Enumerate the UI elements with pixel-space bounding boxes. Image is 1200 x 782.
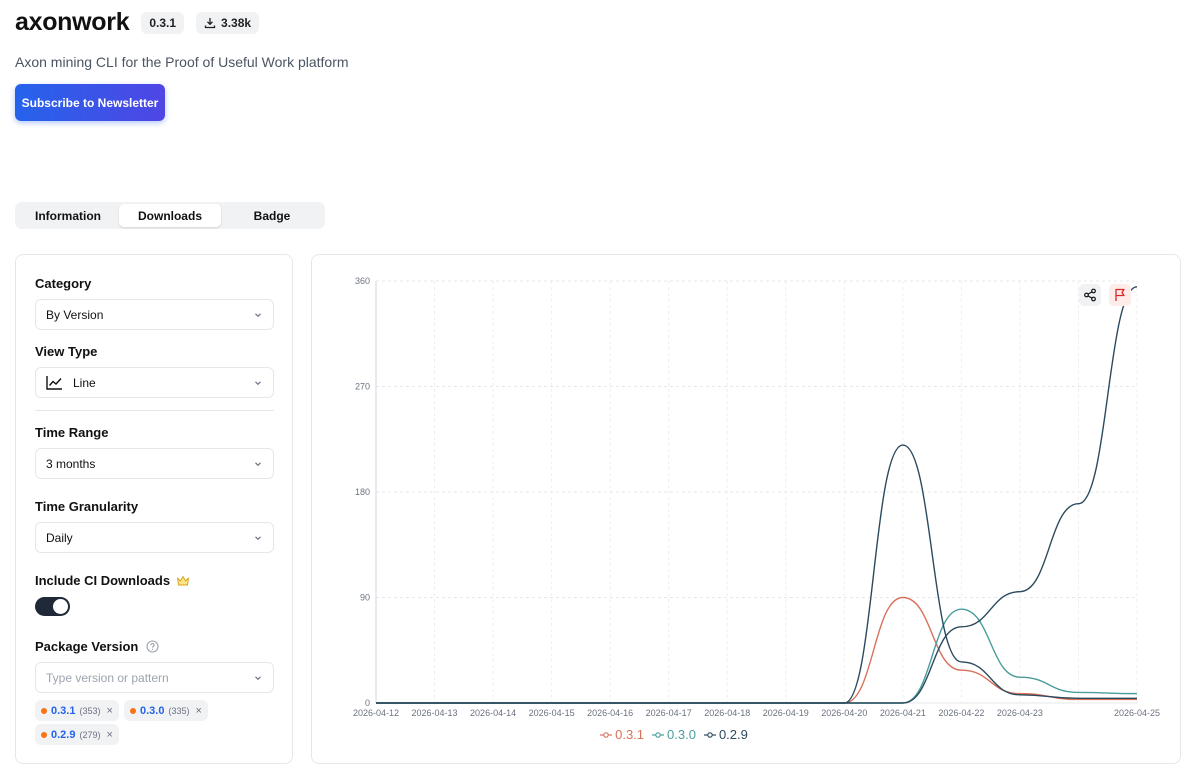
chart-legend: 0.3.1 0.3.0 0.2.9 bbox=[0, 727, 1200, 742]
tab-information[interactable]: Information bbox=[35, 208, 101, 223]
version-search-input[interactable]: Type version or pattern bbox=[35, 662, 274, 693]
time-range-label: Time Range bbox=[35, 425, 109, 440]
tab-bar: Information Downloads Badge bbox=[15, 202, 325, 229]
package-header: axonwork 0.3.1 3.38k bbox=[15, 8, 260, 37]
report-button[interactable] bbox=[1109, 284, 1131, 306]
help-icon[interactable] bbox=[146, 640, 159, 653]
chevron-down-icon bbox=[255, 536, 261, 541]
subscribe-button[interactable]: Subscribe to Newsletter bbox=[15, 84, 165, 121]
version-badge: 0.3.1 bbox=[141, 11, 185, 34]
line-chart-icon bbox=[46, 376, 62, 390]
version-chip: 0.3.0 (335) × bbox=[124, 700, 208, 721]
time-range-select[interactable]: 3 months bbox=[35, 448, 274, 479]
share-button[interactable] bbox=[1079, 284, 1101, 306]
chevron-down-icon bbox=[255, 381, 261, 386]
category-label: Category bbox=[35, 276, 92, 291]
tab-badge[interactable]: Badge bbox=[253, 208, 291, 223]
legend-line-icon bbox=[600, 731, 613, 738]
version-chip: 0.2.9 (279) × bbox=[35, 724, 119, 745]
downloads-badge: 3.38k bbox=[196, 11, 260, 34]
remove-chip-icon[interactable]: × bbox=[106, 728, 113, 741]
legend-item-0.3.0[interactable]: 0.3.0 bbox=[652, 727, 696, 742]
legend-item-0.3.1[interactable]: 0.3.1 bbox=[600, 727, 644, 742]
remove-chip-icon[interactable]: × bbox=[106, 704, 113, 717]
toggle-knob bbox=[53, 599, 68, 614]
granularity-select[interactable]: Daily bbox=[35, 522, 274, 553]
remove-chip-icon[interactable]: × bbox=[195, 704, 202, 717]
tab-downloads[interactable]: Downloads bbox=[119, 204, 221, 227]
legend-line-icon bbox=[652, 731, 665, 738]
divider bbox=[35, 410, 274, 411]
category-value: By Version bbox=[46, 307, 104, 322]
version-chip: 0.3.1 (353) × bbox=[35, 700, 119, 721]
include-ci-label: Include CI Downloads bbox=[35, 573, 190, 588]
downloads-chart-card bbox=[311, 254, 1181, 764]
version-search-placeholder: Type version or pattern bbox=[46, 670, 169, 685]
view-type-select[interactable]: Line bbox=[35, 367, 274, 398]
category-select[interactable]: By Version bbox=[35, 299, 274, 330]
chevron-down-icon bbox=[255, 462, 261, 467]
download-icon bbox=[204, 17, 216, 28]
dot-icon bbox=[41, 707, 47, 714]
flag-icon bbox=[1115, 288, 1125, 301]
granularity-label: Time Granularity bbox=[35, 499, 139, 514]
legend-line-icon bbox=[703, 731, 716, 738]
granularity-value: Daily bbox=[46, 530, 73, 545]
include-ci-toggle[interactable] bbox=[35, 597, 70, 616]
view-type-label: View Type bbox=[35, 344, 98, 359]
time-range-value: 3 months bbox=[46, 456, 96, 471]
package-version-label: Package Version bbox=[35, 639, 159, 654]
legend-item-0.2.9[interactable]: 0.2.9 bbox=[703, 727, 748, 742]
chevron-down-icon bbox=[255, 676, 261, 681]
crown-icon bbox=[177, 575, 190, 585]
chevron-down-icon bbox=[255, 313, 261, 318]
share-icon bbox=[1084, 288, 1096, 302]
package-description: Axon mining CLI for the Proof of Useful … bbox=[15, 54, 349, 70]
dot-icon bbox=[41, 731, 47, 738]
dot-icon bbox=[130, 707, 136, 714]
filter-panel: Category By Version View Type Line Time … bbox=[15, 254, 293, 764]
package-name: axonwork bbox=[15, 8, 130, 36]
view-type-value: Line bbox=[73, 375, 96, 390]
